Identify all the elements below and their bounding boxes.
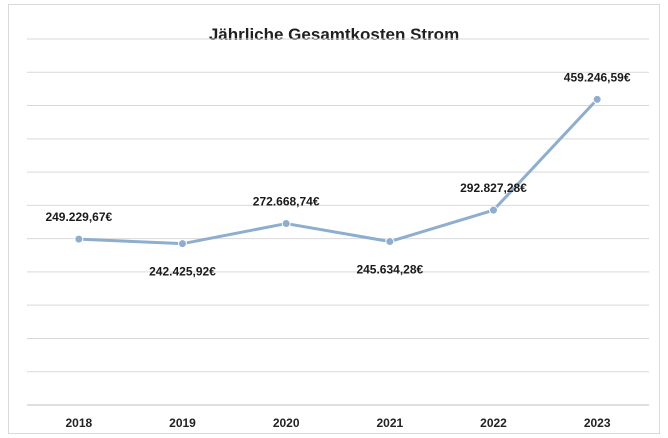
data-label-2023: 459.246,59€ (564, 70, 631, 84)
line-chart: 249.229,67€ 242.425,92€ 272.668,74€ 245.634… (27, 38, 649, 430)
data-point-2021 (385, 237, 395, 247)
x-tick-label-2022: 2022 (480, 416, 507, 430)
x-tick-label-2020: 2020 (273, 416, 300, 430)
x-axis-ticks: 2018 2019 2020 2021 2022 2023 (65, 416, 610, 430)
x-tick-label-2019: 2019 (169, 416, 196, 430)
data-label-2021: 245.634,28€ (356, 263, 423, 277)
series-line (77, 97, 599, 246)
data-points (74, 94, 602, 249)
x-tick-label-2023: 2023 (584, 416, 611, 430)
data-label-2018: 249.229,67€ (45, 210, 112, 224)
x-tick-label-2021: 2021 (376, 416, 403, 430)
data-point-2022 (489, 205, 498, 215)
chart-frame: Jährliche Gesamtkosten Strom 249.229,67€… (8, 4, 660, 434)
data-label-2022: 292.827,28€ (460, 181, 527, 195)
data-point-2019 (178, 239, 187, 249)
data-label-2019: 242.425,92€ (149, 265, 216, 279)
data-labels: 249.229,67€ 242.425,92€ 272.668,74€ 245.634… (45, 70, 630, 278)
data-point-2020 (281, 219, 291, 229)
data-label-2020: 272.668,74€ (253, 195, 320, 209)
gridlines (27, 38, 649, 406)
data-point-2023 (592, 94, 602, 104)
series-line-group (77, 97, 599, 246)
data-point-2018 (74, 234, 84, 244)
x-tick-label-2018: 2018 (65, 416, 92, 430)
